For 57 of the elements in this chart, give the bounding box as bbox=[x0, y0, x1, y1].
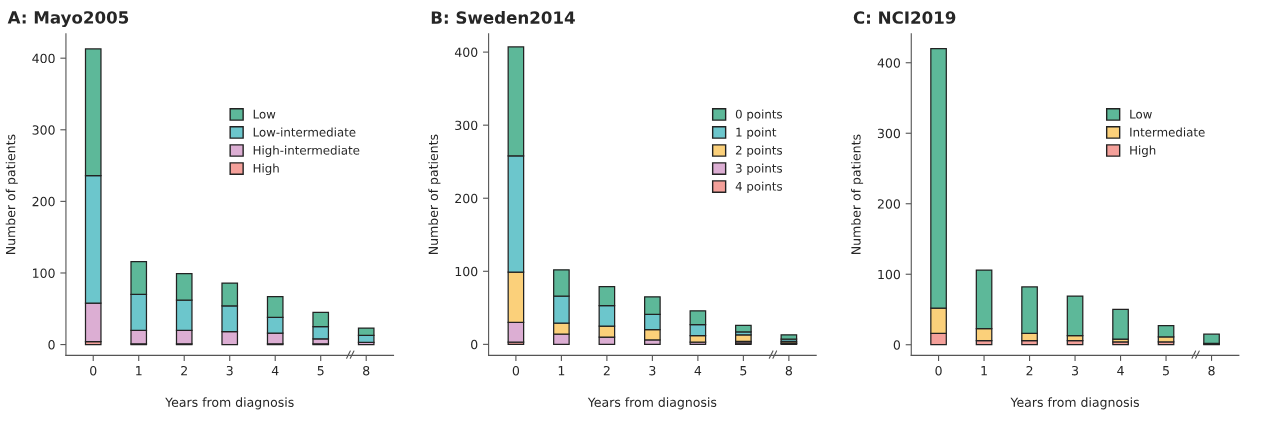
chart-title: C: NCI2019 bbox=[853, 11, 956, 24]
x-tick-label: 0 bbox=[935, 365, 942, 376]
x-tick-label: 8 bbox=[363, 365, 370, 376]
y-tick-label: 100 bbox=[455, 266, 478, 277]
legend-label: Intermediate bbox=[1130, 127, 1205, 137]
y-tick-label: 300 bbox=[455, 120, 478, 131]
y-tick-label: 0 bbox=[893, 340, 901, 350]
x-tick-label: 5 bbox=[317, 366, 324, 376]
y-tick-label: 400 bbox=[877, 58, 901, 68]
legend-label: 3 points bbox=[735, 163, 783, 176]
y-tick-label: 400 bbox=[454, 47, 478, 58]
chart-title: A: Mayo2005 bbox=[7, 11, 129, 28]
y-axis-title: Number of patients bbox=[851, 134, 864, 254]
x-tick-label: 2 bbox=[603, 365, 610, 376]
x-axis-title: Years from diagnosis bbox=[165, 397, 294, 410]
x-tick-label: 0 bbox=[512, 365, 520, 376]
x-tick-label: 5 bbox=[1163, 366, 1169, 376]
x-tick-label: 5 bbox=[740, 366, 747, 376]
x-tick-label: 3 bbox=[226, 365, 233, 376]
x-tick-label: 3 bbox=[1072, 365, 1079, 376]
y-tick-label: 300 bbox=[32, 125, 55, 135]
x-tick-label: 3 bbox=[649, 365, 656, 376]
y-tick-label: 200 bbox=[877, 199, 901, 209]
legend-label: High bbox=[253, 163, 279, 176]
x-tick-label: 2 bbox=[181, 365, 187, 376]
legend-label: Low-intermediate bbox=[253, 127, 356, 137]
legend-label: 0 points bbox=[735, 109, 783, 121]
y-tick-label: 100 bbox=[33, 268, 55, 278]
legend-label: 1 point bbox=[736, 127, 777, 139]
y-tick-label: 0 bbox=[48, 340, 55, 350]
legend-label: Low bbox=[1130, 109, 1152, 119]
chart-title: B: Sweden2014 bbox=[431, 10, 575, 24]
x-axis-title: Years from diagnosis bbox=[587, 397, 717, 410]
legend-label: High bbox=[1130, 145, 1156, 157]
x-tick-label: 2 bbox=[1026, 365, 1033, 376]
legend-label: 4 points bbox=[735, 181, 783, 194]
x-tick-label: 1 bbox=[136, 366, 142, 376]
x-tick-label: 4 bbox=[694, 366, 702, 376]
y-tick-label: 200 bbox=[32, 196, 55, 207]
y-tick-label: 400 bbox=[32, 53, 55, 64]
y-tick-label: 300 bbox=[877, 128, 901, 139]
x-tick-label: 4 bbox=[271, 366, 279, 376]
y-tick-label: 200 bbox=[455, 193, 478, 204]
legend-label: Low bbox=[253, 109, 276, 119]
x-tick-label: 1 bbox=[981, 366, 987, 376]
y-tick-label: 0 bbox=[471, 339, 478, 350]
y-tick-label: 100 bbox=[878, 269, 901, 280]
x-tick-label: 0 bbox=[90, 365, 97, 376]
x-tick-label: 1 bbox=[558, 366, 565, 376]
x-tick-label: 8 bbox=[785, 365, 792, 376]
x-tick-label: 4 bbox=[1117, 366, 1124, 376]
legend-label: 2 points bbox=[735, 145, 783, 157]
legend-label: High-intermediate bbox=[253, 145, 360, 157]
y-axis-title: Number of patients bbox=[428, 134, 441, 254]
x-axis-title: Years from diagnosis bbox=[1010, 397, 1139, 410]
y-axis-title: Number of patients bbox=[5, 134, 18, 254]
x-tick-label: 8 bbox=[1208, 365, 1215, 376]
